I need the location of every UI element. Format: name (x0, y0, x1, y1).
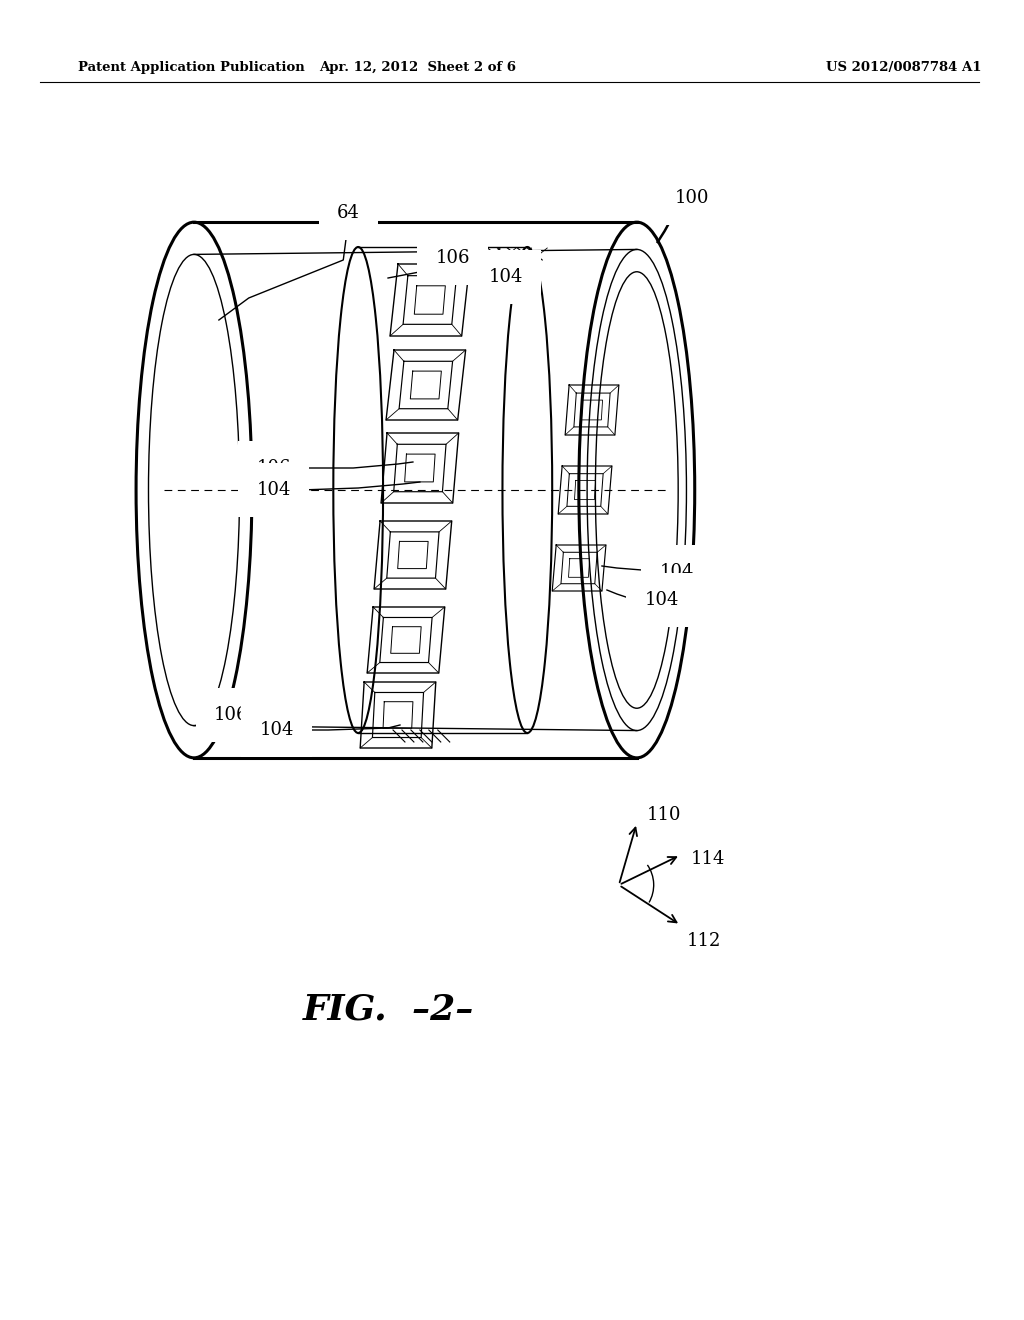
Text: 104: 104 (259, 721, 294, 739)
Text: Patent Application Publication: Patent Application Publication (78, 62, 304, 74)
Text: 106: 106 (256, 459, 291, 477)
Text: 104: 104 (256, 480, 291, 499)
Text: 112: 112 (686, 932, 721, 950)
Text: 114: 114 (690, 850, 725, 869)
Text: 64: 64 (337, 205, 359, 222)
Text: 104: 104 (644, 591, 679, 609)
Text: US 2012/0087784 A1: US 2012/0087784 A1 (825, 62, 981, 74)
Text: 104: 104 (659, 564, 694, 581)
Text: FIG.  –2–: FIG. –2– (302, 993, 474, 1027)
Text: 110: 110 (647, 807, 681, 824)
Text: 100: 100 (674, 189, 709, 207)
Text: 106: 106 (214, 706, 248, 723)
Text: 104: 104 (488, 268, 522, 286)
Text: 106: 106 (435, 249, 470, 267)
Text: Apr. 12, 2012  Sheet 2 of 6: Apr. 12, 2012 Sheet 2 of 6 (319, 62, 516, 74)
